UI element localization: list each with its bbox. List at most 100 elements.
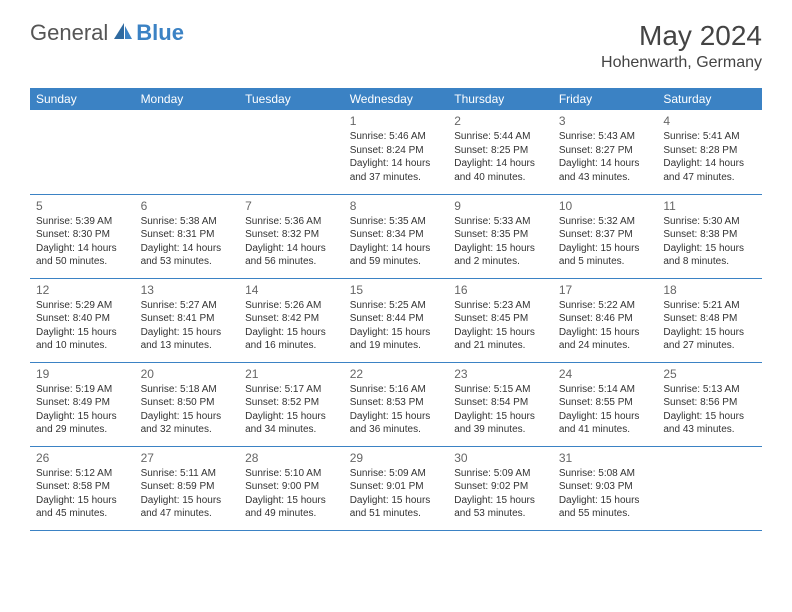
daylight-line: Daylight: 15 hours and 5 minutes. (559, 242, 652, 269)
sunset-line: Sunset: 8:30 PM (36, 228, 129, 242)
day-number: 4 (663, 114, 756, 128)
day-number: 26 (36, 451, 129, 465)
sunrise-line: Sunrise: 5:17 AM (245, 383, 338, 397)
day-number: 16 (454, 283, 547, 297)
sunset-line: Sunset: 8:52 PM (245, 396, 338, 410)
day-number: 18 (663, 283, 756, 297)
sunrise-line: Sunrise: 5:10 AM (245, 467, 338, 481)
sunrise-line: Sunrise: 5:09 AM (454, 467, 547, 481)
calendar-cell: 25Sunrise: 5:13 AMSunset: 8:56 PMDayligh… (657, 362, 762, 446)
sunrise-line: Sunrise: 5:16 AM (350, 383, 443, 397)
day-number: 30 (454, 451, 547, 465)
sunset-line: Sunset: 9:03 PM (559, 480, 652, 494)
daylight-line: Daylight: 15 hours and 34 minutes. (245, 410, 338, 437)
day-number: 6 (141, 199, 234, 213)
calendar-cell: 10Sunrise: 5:32 AMSunset: 8:37 PMDayligh… (553, 194, 658, 278)
calendar-cell: 2Sunrise: 5:44 AMSunset: 8:25 PMDaylight… (448, 110, 553, 194)
daylight-line: Daylight: 15 hours and 32 minutes. (141, 410, 234, 437)
calendar-cell (657, 446, 762, 530)
sunset-line: Sunset: 8:49 PM (36, 396, 129, 410)
calendar-row: 26Sunrise: 5:12 AMSunset: 8:58 PMDayligh… (30, 446, 762, 530)
sunrise-line: Sunrise: 5:27 AM (141, 299, 234, 313)
daylight-line: Daylight: 15 hours and 45 minutes. (36, 494, 129, 521)
day-number: 29 (350, 451, 443, 465)
sunrise-line: Sunrise: 5:41 AM (663, 130, 756, 144)
sunset-line: Sunset: 8:31 PM (141, 228, 234, 242)
sunrise-line: Sunrise: 5:14 AM (559, 383, 652, 397)
day-number: 28 (245, 451, 338, 465)
day-header: Saturday (657, 88, 762, 110)
day-number: 12 (36, 283, 129, 297)
calendar-cell (135, 110, 240, 194)
calendar-cell: 26Sunrise: 5:12 AMSunset: 8:58 PMDayligh… (30, 446, 135, 530)
sunset-line: Sunset: 8:42 PM (245, 312, 338, 326)
calendar-cell: 3Sunrise: 5:43 AMSunset: 8:27 PMDaylight… (553, 110, 658, 194)
day-number: 19 (36, 367, 129, 381)
sunset-line: Sunset: 8:37 PM (559, 228, 652, 242)
sunrise-line: Sunrise: 5:36 AM (245, 215, 338, 229)
daylight-line: Daylight: 14 hours and 43 minutes. (559, 157, 652, 184)
daylight-line: Daylight: 15 hours and 10 minutes. (36, 326, 129, 353)
calendar-cell: 17Sunrise: 5:22 AMSunset: 8:46 PMDayligh… (553, 278, 658, 362)
calendar-cell: 11Sunrise: 5:30 AMSunset: 8:38 PMDayligh… (657, 194, 762, 278)
sunset-line: Sunset: 8:28 PM (663, 144, 756, 158)
day-number: 5 (36, 199, 129, 213)
day-header: Monday (135, 88, 240, 110)
calendar-cell: 4 Sunrise: 5:41 AMSunset: 8:28 PMDaylight… (657, 110, 762, 194)
calendar-cell: 31Sunrise: 5:08 AMSunset: 9:03 PMDayligh… (553, 446, 658, 530)
day-number: 14 (245, 283, 338, 297)
daylight-line: Daylight: 15 hours and 47 minutes. (141, 494, 234, 521)
day-header: Thursday (448, 88, 553, 110)
day-number: 7 (245, 199, 338, 213)
sunrise-line: Sunrise: 5:25 AM (350, 299, 443, 313)
day-header: Friday (553, 88, 658, 110)
title-block: May 2024 Hohenwarth, Germany (601, 20, 762, 72)
calendar-cell: 19Sunrise: 5:19 AMSunset: 8:49 PMDayligh… (30, 362, 135, 446)
day-number: 8 (350, 199, 443, 213)
sunset-line: Sunset: 8:25 PM (454, 144, 547, 158)
logo-text-general: General (30, 20, 108, 46)
sunset-line: Sunset: 8:50 PM (141, 396, 234, 410)
day-number: 13 (141, 283, 234, 297)
location-label: Hohenwarth, Germany (601, 54, 762, 72)
sunrise-line: Sunrise: 5:18 AM (141, 383, 234, 397)
calendar-cell: 23Sunrise: 5:15 AMSunset: 8:54 PMDayligh… (448, 362, 553, 446)
logo-text-blue: Blue (136, 20, 184, 46)
sunset-line: Sunset: 8:48 PM (663, 312, 756, 326)
day-number: 20 (141, 367, 234, 381)
day-number: 17 (559, 283, 652, 297)
calendar-cell: 15Sunrise: 5:25 AMSunset: 8:44 PMDayligh… (344, 278, 449, 362)
sunrise-line: Sunrise: 5:19 AM (36, 383, 129, 397)
sunset-line: Sunset: 9:02 PM (454, 480, 547, 494)
daylight-line: Daylight: 15 hours and 8 minutes. (663, 242, 756, 269)
sunrise-line: Sunrise: 5:30 AM (663, 215, 756, 229)
calendar-cell: 24Sunrise: 5:14 AMSunset: 8:55 PMDayligh… (553, 362, 658, 446)
daylight-line: Daylight: 14 hours and 47 minutes. (663, 157, 756, 184)
calendar-cell: 12Sunrise: 5:29 AMSunset: 8:40 PMDayligh… (30, 278, 135, 362)
sunset-line: Sunset: 8:41 PM (141, 312, 234, 326)
daylight-line: Daylight: 15 hours and 19 minutes. (350, 326, 443, 353)
sunset-line: Sunset: 8:24 PM (350, 144, 443, 158)
calendar-cell: 28Sunrise: 5:10 AMSunset: 9:00 PMDayligh… (239, 446, 344, 530)
calendar-page: General Blue May 2024 Hohenwarth, German… (0, 0, 792, 551)
calendar-cell: 13Sunrise: 5:27 AMSunset: 8:41 PMDayligh… (135, 278, 240, 362)
calendar-cell: 16Sunrise: 5:23 AMSunset: 8:45 PMDayligh… (448, 278, 553, 362)
calendar-cell: 27Sunrise: 5:11 AMSunset: 8:59 PMDayligh… (135, 446, 240, 530)
daylight-line: Daylight: 15 hours and 51 minutes. (350, 494, 443, 521)
daylight-line: Daylight: 15 hours and 53 minutes. (454, 494, 547, 521)
sunrise-line: Sunrise: 5:39 AM (36, 215, 129, 229)
sunrise-line: Sunrise: 5:43 AM (559, 130, 652, 144)
calendar-body: 1Sunrise: 5:46 AMSunset: 8:24 PMDaylight… (30, 110, 762, 530)
day-number: 9 (454, 199, 547, 213)
day-number: 3 (559, 114, 652, 128)
sunrise-line: Sunrise: 5:11 AM (141, 467, 234, 481)
sunset-line: Sunset: 8:45 PM (454, 312, 547, 326)
sunset-line: Sunset: 8:53 PM (350, 396, 443, 410)
sunset-line: Sunset: 8:46 PM (559, 312, 652, 326)
calendar-cell: 6Sunrise: 5:38 AMSunset: 8:31 PMDaylight… (135, 194, 240, 278)
daylight-line: Daylight: 15 hours and 49 minutes. (245, 494, 338, 521)
calendar-header-row: SundayMondayTuesdayWednesdayThursdayFrid… (30, 88, 762, 110)
month-title: May 2024 (601, 20, 762, 52)
calendar-cell: 1Sunrise: 5:46 AMSunset: 8:24 PMDaylight… (344, 110, 449, 194)
daylight-line: Daylight: 14 hours and 56 minutes. (245, 242, 338, 269)
